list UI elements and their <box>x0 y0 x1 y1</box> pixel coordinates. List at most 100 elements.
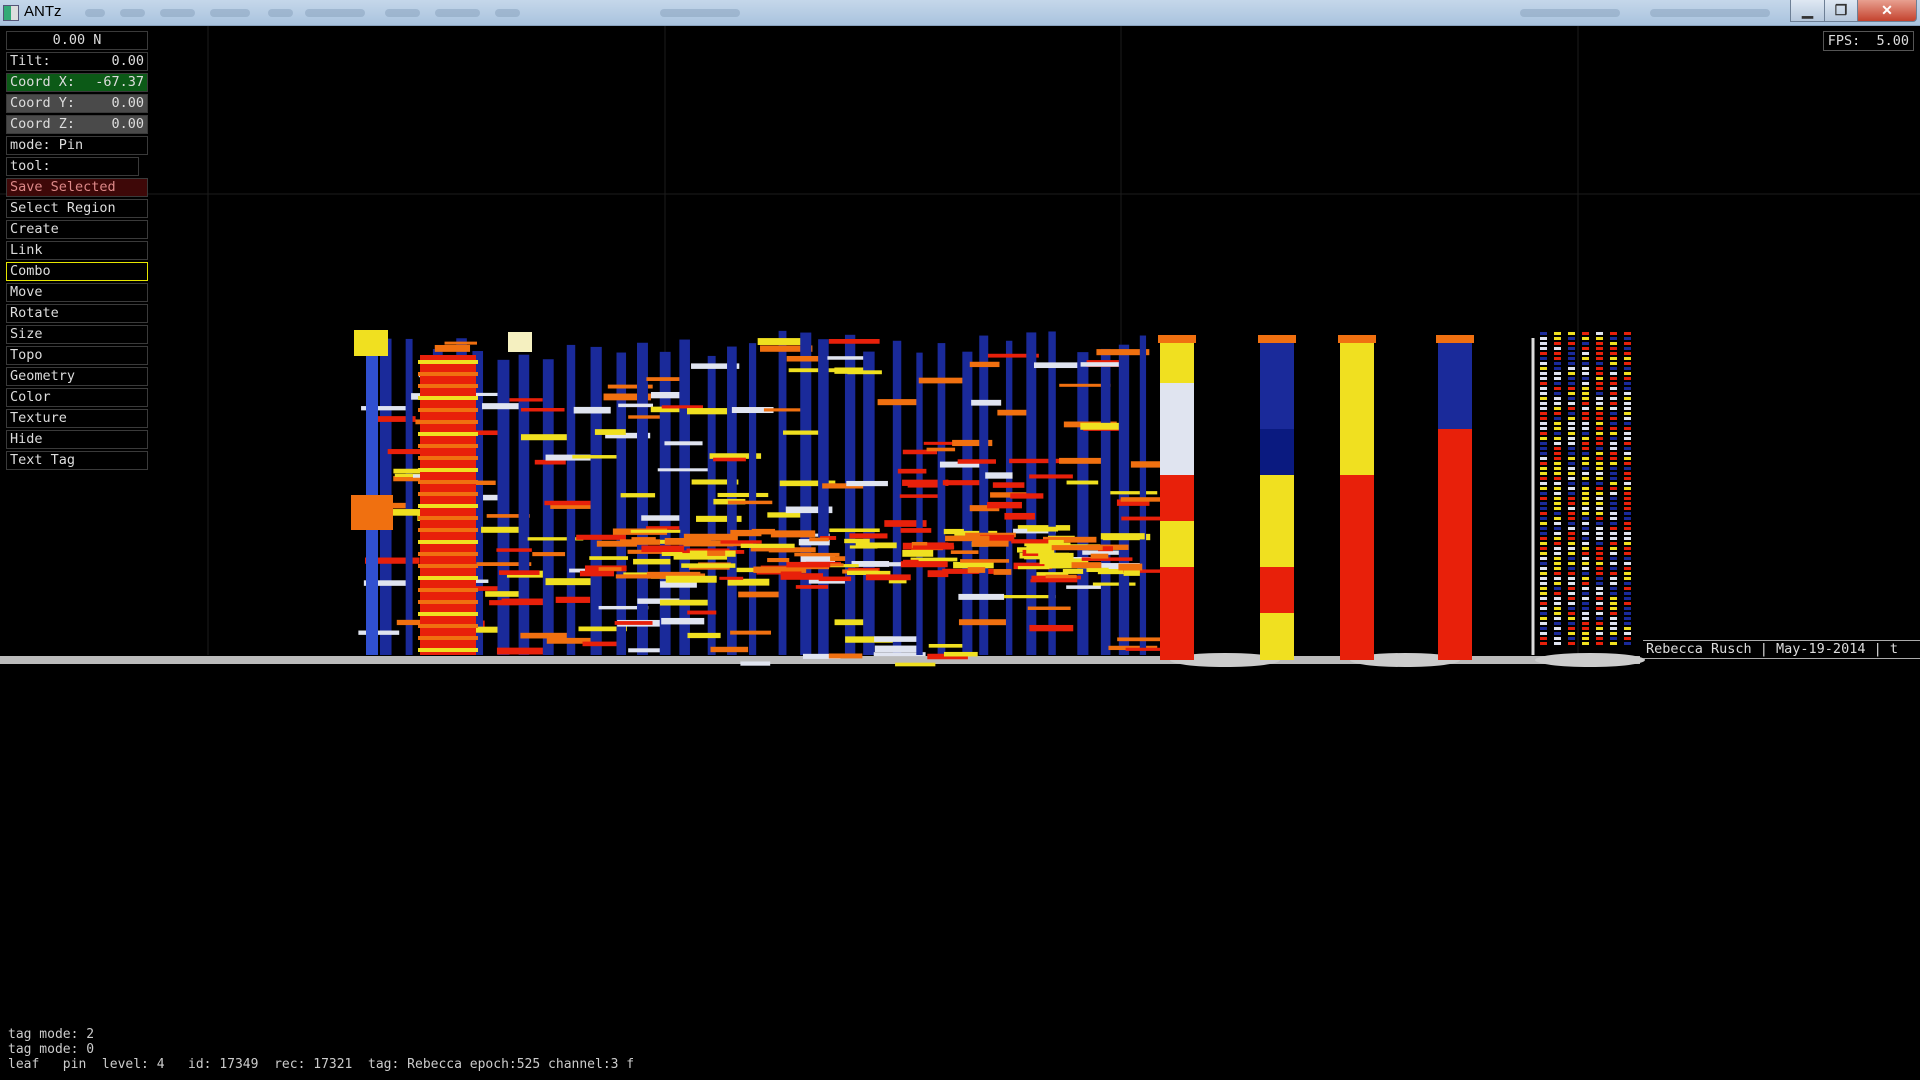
menu-item-blurred[interactable] <box>85 9 105 17</box>
column-ring <box>641 515 682 521</box>
column-ring <box>1582 582 1589 585</box>
restore-button[interactable]: ❐ <box>1824 0 1858 22</box>
tool-button-create[interactable]: Create <box>6 220 148 239</box>
search-blurred[interactable] <box>1650 9 1770 17</box>
column-ring <box>361 406 406 411</box>
data-column-segment <box>1340 475 1374 522</box>
column-ring <box>1080 362 1121 367</box>
coord-x-readout[interactable]: Coord X: -67.37 <box>6 73 148 92</box>
data-column <box>916 352 923 655</box>
column-ring <box>1610 422 1617 425</box>
column-ring <box>1610 377 1617 380</box>
tool-button-color[interactable]: Color <box>6 388 148 407</box>
tool-button-text-tag[interactable]: Text Tag <box>6 451 148 470</box>
tool-button-combo[interactable]: Combo <box>6 262 148 281</box>
column-ring <box>1568 522 1575 525</box>
column-ring <box>786 355 829 362</box>
column-ring <box>1568 337 1575 340</box>
column-ring <box>1582 597 1589 600</box>
column-ring <box>1610 362 1617 365</box>
tool-button-move[interactable]: Move <box>6 283 148 302</box>
column-ring <box>1596 637 1603 640</box>
column-ring <box>884 520 927 527</box>
column-ring <box>1596 497 1603 500</box>
column-ring <box>830 556 846 561</box>
column-ring <box>1610 542 1617 545</box>
column-ring <box>740 543 795 548</box>
column-ring <box>1568 487 1575 490</box>
column-ring <box>1554 622 1561 625</box>
column-ring <box>1540 412 1547 415</box>
column-ring <box>1582 357 1589 360</box>
column-ring <box>1554 387 1561 390</box>
data-column <box>637 342 648 655</box>
column-ring <box>534 459 566 465</box>
tool-button-rotate[interactable]: Rotate <box>6 304 148 323</box>
column-ring <box>1596 527 1603 530</box>
menu-item-blurred[interactable] <box>160 9 195 17</box>
tool-button-save-selected[interactable]: Save Selected <box>6 178 148 197</box>
column-ring <box>1624 462 1631 465</box>
menu-item-blurred[interactable] <box>210 9 250 17</box>
column-ring <box>579 570 615 577</box>
column-ring <box>1062 569 1084 574</box>
tool-button-link[interactable]: Link <box>6 241 148 260</box>
column-ring <box>1582 472 1589 475</box>
column-ring <box>902 549 934 557</box>
column-ring <box>1582 422 1589 425</box>
column-ring <box>1610 342 1617 345</box>
column-ring <box>1540 457 1547 460</box>
column-ring <box>418 480 478 484</box>
menu-item-blurred[interactable] <box>268 9 293 17</box>
column-ring <box>780 571 802 577</box>
column-ring <box>1582 587 1589 590</box>
tilt-readout[interactable]: Tilt: 0.00 <box>6 52 148 71</box>
column-ring <box>1568 372 1575 375</box>
column-ring <box>874 645 917 652</box>
data-column-segment <box>1260 383 1294 430</box>
column-ring <box>1568 507 1575 510</box>
text-tag-label[interactable]: Rebecca Rusch | May-19-2014 | t <box>1643 640 1920 659</box>
tool-button-hide[interactable]: Hide <box>6 430 148 449</box>
menu-item-blurred[interactable] <box>120 9 145 17</box>
column-ring <box>1059 383 1111 387</box>
toolbar-blurred[interactable] <box>660 9 740 17</box>
column-ring <box>1582 452 1589 455</box>
column-ring <box>1554 642 1561 645</box>
column-ring <box>418 444 478 448</box>
column-ring <box>555 596 591 603</box>
column-ring <box>1540 482 1547 485</box>
column-ring <box>1540 427 1547 430</box>
toolbar-blurred[interactable] <box>1520 9 1620 17</box>
column-ring <box>1596 472 1603 475</box>
menu-item-blurred[interactable] <box>305 9 365 17</box>
menu-item-blurred[interactable] <box>495 9 520 17</box>
column-ring <box>1568 437 1575 440</box>
tool-button-texture[interactable]: Texture <box>6 409 148 428</box>
column-ring <box>1624 467 1631 470</box>
tool-button-geometry[interactable]: Geometry <box>6 367 148 386</box>
column-ring <box>418 408 478 412</box>
column-ring <box>1624 482 1631 485</box>
tool-button-select-region[interactable]: Select Region <box>6 199 148 218</box>
tool-button-label: Text Tag <box>10 452 76 468</box>
column-ring <box>1624 542 1631 545</box>
column-ring <box>1596 612 1603 615</box>
column-ring <box>1554 607 1561 610</box>
column-ring <box>1097 569 1131 575</box>
column-ring <box>1540 372 1547 375</box>
close-button[interactable]: ✕ <box>1857 0 1917 22</box>
column-ring <box>972 540 1009 547</box>
column-ring <box>844 538 870 544</box>
tool-button-topo[interactable]: Topo <box>6 346 148 365</box>
coord-z-readout[interactable]: Coord Z: 0.00 <box>6 115 148 134</box>
column-ring <box>1120 497 1169 502</box>
tool-button-size[interactable]: Size <box>6 325 148 344</box>
coord-y-readout[interactable]: Coord Y: 0.00 <box>6 94 148 113</box>
column-ring <box>1554 472 1561 475</box>
menu-item-blurred[interactable] <box>385 9 420 17</box>
column-ring <box>1568 477 1575 480</box>
menu-item-blurred[interactable] <box>435 9 480 17</box>
column-ring <box>1568 632 1575 635</box>
